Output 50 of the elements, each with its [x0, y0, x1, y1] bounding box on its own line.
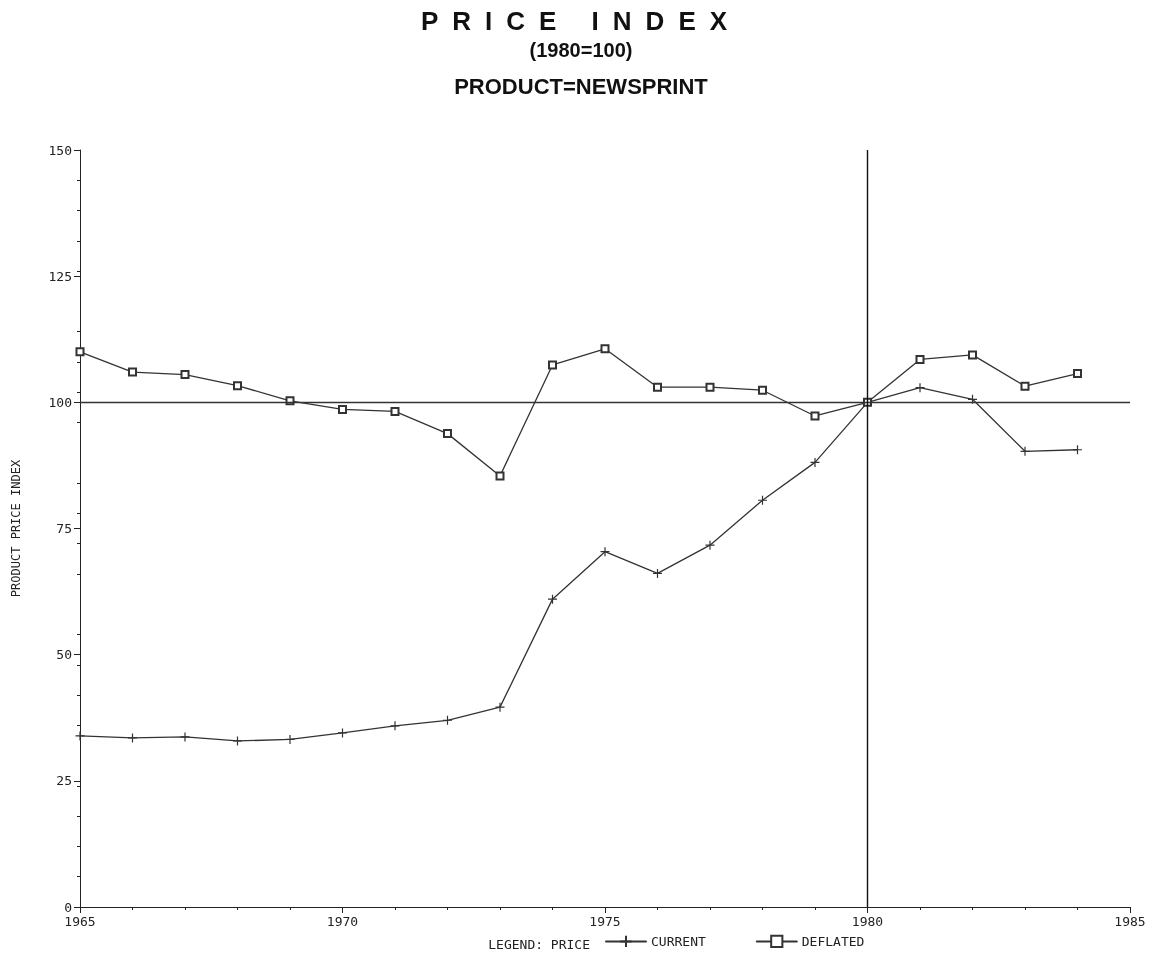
point — [653, 382, 662, 392]
point — [758, 385, 767, 395]
point — [128, 367, 137, 377]
point — [337, 727, 348, 738]
chart-title: PRICE INDEX — [419, 6, 743, 37]
x-tick-label: 1980 — [851, 914, 884, 929]
y-tick-label: 100 — [48, 394, 72, 410]
y-tick-label: 0 — [64, 899, 72, 915]
y-tick-label: 125 — [48, 268, 72, 284]
point — [809, 457, 821, 468]
point — [600, 344, 610, 354]
point — [179, 731, 191, 743]
point — [968, 350, 977, 360]
point — [1073, 369, 1082, 379]
point — [599, 546, 611, 557]
legend-title: LEGEND: PRICE — [488, 937, 590, 952]
point — [494, 702, 506, 713]
point — [705, 382, 715, 392]
point — [180, 370, 190, 380]
point — [389, 720, 401, 731]
point — [810, 411, 820, 421]
point — [914, 382, 926, 393]
x-tick-label: 1975 — [589, 914, 621, 929]
y-tick-label: 25 — [56, 773, 72, 789]
x-tick-label: 1970 — [326, 914, 359, 929]
y-axis-title: PRODUCT PRICE INDEX — [9, 459, 23, 598]
point — [915, 354, 925, 364]
point — [74, 730, 86, 742]
point — [495, 471, 505, 481]
text: PRODUCT=NEWSPRINT — [453, 74, 709, 100]
legend-label: CURRENT — [651, 933, 706, 949]
point — [1020, 381, 1030, 391]
legend-label: DEFLATED — [801, 933, 865, 949]
point — [284, 734, 296, 745]
point — [233, 381, 242, 391]
point — [548, 360, 557, 370]
y-tick-label: 75 — [56, 521, 72, 536]
chart-subtitle: (1980=100) — [528, 39, 634, 62]
y-tick-label: 150 — [48, 142, 72, 158]
point — [443, 429, 452, 439]
point — [232, 735, 243, 747]
point — [704, 540, 716, 551]
point — [75, 347, 85, 357]
y-tick-label: 50 — [56, 647, 72, 663]
x-tick-label: 1965 — [64, 914, 96, 929]
x-tick-label: 1985 — [1114, 914, 1146, 929]
point — [1019, 446, 1031, 457]
point — [127, 732, 138, 744]
point — [338, 404, 347, 414]
point — [390, 406, 400, 416]
